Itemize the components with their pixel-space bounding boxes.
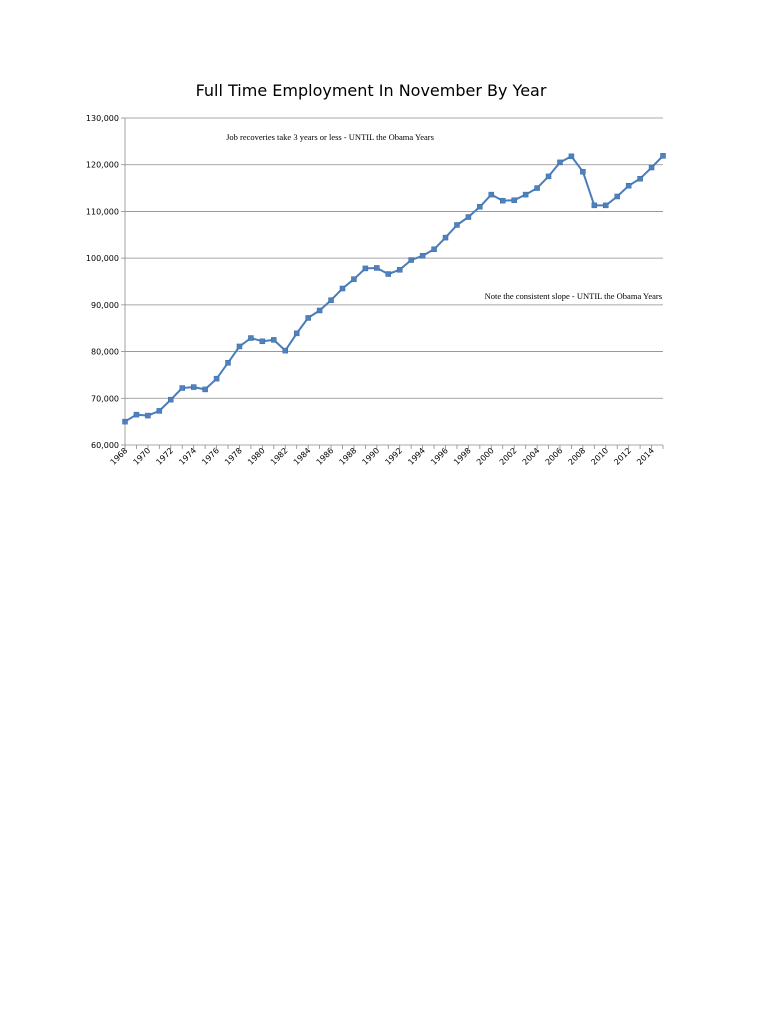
data-point (236, 343, 243, 350)
data-point (351, 276, 357, 282)
y-tick-label: 100,000 (86, 254, 119, 263)
x-tick-labels: 1968 1970 1972 1974 1976 1978 1980 1982 1984 1986… (109, 446, 656, 467)
data-point (660, 153, 666, 159)
data-point (259, 338, 266, 345)
x-tick-label: 2012 (612, 446, 633, 467)
data-point (179, 385, 185, 391)
data-point (202, 386, 208, 393)
data-point (168, 396, 174, 403)
y-tick-label: 120,000 (86, 161, 119, 170)
data-point (271, 337, 277, 343)
x-tick-label: 1978 (223, 446, 244, 467)
data-point (534, 185, 540, 191)
data-point (282, 347, 289, 354)
data-point (625, 182, 632, 189)
x-tick-label: 1996 (429, 446, 450, 467)
data-point (557, 159, 563, 166)
y-tick-label: 130,000 (86, 114, 119, 123)
y-tick-label: 70,000 (91, 394, 119, 403)
x-tick-label: 2004 (521, 446, 542, 467)
data-point (362, 265, 369, 272)
axes (121, 117, 664, 449)
x-tick-label: 2000 (475, 446, 496, 467)
y-tick-label: 110,000 (86, 207, 119, 216)
series-line-path (124, 155, 664, 423)
chart-title: Full Time Employment In November By Year (196, 81, 547, 100)
data-point (190, 384, 197, 390)
x-tick-label: 1980 (246, 446, 267, 467)
data-point (465, 214, 472, 220)
data-point (545, 173, 552, 180)
x-tick-label: 1986 (315, 446, 336, 467)
annotation-consistent-slope: Note the consistent slope - UNTIL the Ob… (485, 291, 662, 301)
data-point (225, 360, 231, 366)
x-tick-label: 2008 (567, 446, 588, 467)
data-point (511, 197, 517, 203)
data-point (248, 335, 254, 341)
data-point (156, 408, 163, 414)
data-point (396, 267, 403, 273)
x-tick-label: 1994 (406, 446, 427, 467)
data-point (293, 330, 300, 337)
data-point (454, 222, 460, 228)
data-point (133, 411, 140, 418)
data-point (431, 246, 437, 253)
series-markers (122, 153, 666, 425)
data-point (568, 153, 575, 160)
data-point (522, 191, 529, 198)
x-tick-label: 1988 (338, 446, 359, 467)
data-point (213, 375, 220, 382)
data-point (488, 191, 495, 198)
annotation-job-recoveries: Job recoveries take 3 years or less - UN… (226, 132, 434, 142)
y-tick-label: 80,000 (91, 348, 119, 357)
y-tick-labels: 60,000 70,000 80,000 90,000 100,000 110,000 12… (86, 114, 119, 450)
x-tick-label: 1976 (200, 446, 221, 467)
data-point (408, 257, 414, 263)
data-point (591, 202, 598, 209)
data-point (374, 265, 380, 271)
x-tick-label: 1984 (292, 446, 313, 467)
data-point (580, 168, 586, 175)
data-point (442, 234, 449, 241)
series-line (124, 155, 664, 423)
x-tick-label: 1992 (383, 446, 404, 467)
x-tick-label: 1998 (452, 446, 473, 467)
y-tick-label: 60,000 (91, 441, 119, 450)
data-point (614, 193, 620, 200)
gridlines (125, 117, 663, 399)
data-point (477, 204, 483, 210)
x-tick-label: 2014 (635, 446, 656, 467)
data-point (122, 418, 128, 425)
x-tick-label: 2002 (498, 446, 519, 467)
data-point (637, 175, 643, 182)
data-point (305, 315, 311, 321)
x-tick-label: 2010 (589, 446, 610, 467)
x-tick-label: 1990 (360, 446, 381, 467)
data-point (648, 164, 655, 171)
data-point (419, 253, 426, 259)
x-tick-label: 1970 (132, 446, 153, 467)
data-point (339, 285, 346, 292)
y-tick-label: 90,000 (91, 301, 119, 310)
data-point (385, 271, 392, 277)
data-point (145, 412, 151, 419)
data-point (499, 197, 506, 204)
x-tick-label: 1972 (154, 446, 175, 467)
x-tick-label: 1974 (177, 446, 198, 467)
x-tick-label: 2006 (544, 446, 565, 467)
x-tick-label: 1982 (269, 446, 290, 467)
data-point (603, 202, 609, 209)
data-point (328, 297, 334, 303)
data-point (316, 307, 323, 314)
